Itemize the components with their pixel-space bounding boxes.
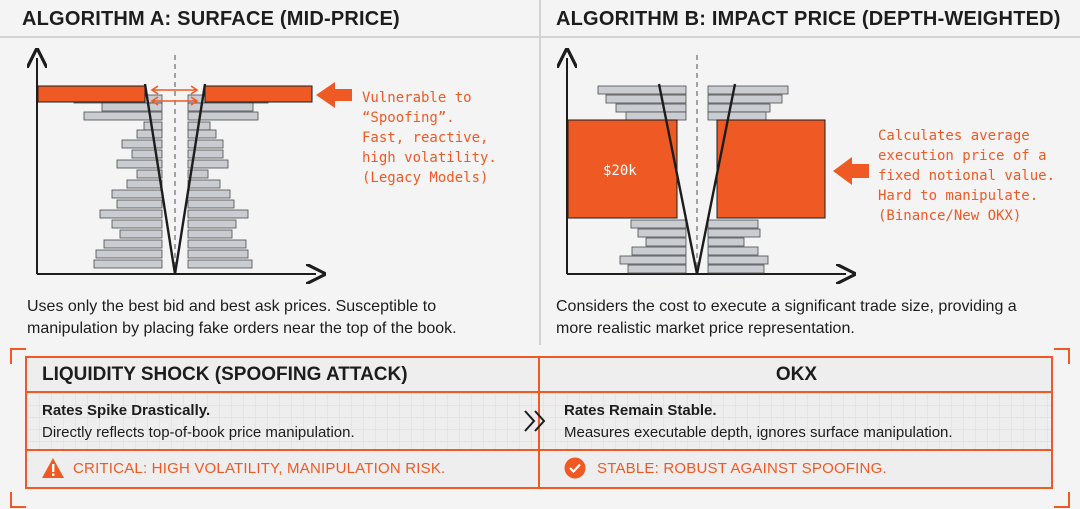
order-b-bid-bar [605, 94, 687, 104]
order-bid-bar [126, 179, 163, 189]
order-b-ask-bar [707, 246, 759, 256]
order-bid-bar [119, 229, 163, 239]
right-row-title: Rates Remain Stable. [564, 402, 717, 419]
order-ask-bar [187, 179, 221, 189]
order-bid-bar [121, 139, 163, 149]
panel-impact-price: ALGORITHM B: IMPACT PRICE (DEPTH-WEIGHTE… [541, 0, 1080, 345]
order-b-bid-bar [619, 255, 687, 265]
order-book-diagram-a [0, 0, 352, 345]
left-row-title: Rates Spike Drastically. [42, 402, 211, 419]
status-separator [25, 449, 1053, 451]
order-b-bid-bar [627, 264, 687, 274]
order-b-bid-bar [597, 85, 687, 95]
panel-a-title: ALGORITHM A: SURFACE (MID-PRICE) [0, 0, 539, 38]
order-ask-bar [187, 189, 231, 199]
comparison-table: LIQUIDITY SHOCK (SPOOFING ATTACK) OKX Ra… [25, 356, 1053, 489]
order-bid-bar [95, 249, 163, 259]
panel-surface-mid-price: ALGORITHM A: SURFACE (MID-PRICE) Vulnera… [0, 0, 539, 345]
spread-arrows [150, 85, 199, 106]
order-ask-bar [187, 102, 254, 112]
order-book-bars-b [597, 85, 789, 274]
order-ask-bar [187, 259, 253, 269]
corner-bracket-tr [1054, 348, 1070, 364]
order-bid-bar [116, 159, 163, 169]
order-bid-bar [83, 111, 163, 121]
left-row-sub: Directly reflects top-of-book price mani… [42, 424, 355, 441]
order-bid-bar [103, 239, 163, 249]
spoofing-note: Vulnerable to “Spoofing”. Fast, reactive… [362, 90, 497, 186]
order-b-ask-bar [707, 264, 765, 274]
depth-label: $20k [603, 163, 637, 179]
bid-slope-line [143, 83, 177, 275]
order-bid-bar [111, 189, 163, 199]
order-book-diagram-b: $20k [541, 0, 869, 345]
corner-bracket-bl [10, 492, 26, 508]
order-b-ask-bar [707, 85, 789, 95]
left-header: LIQUIDITY SHOCK (SPOOFING ATTACK) [42, 364, 408, 385]
order-ask-bar [187, 249, 249, 259]
order-b-ask-bar [707, 219, 759, 229]
impact-depth-ask-block [716, 119, 826, 219]
order-bid-bar [116, 199, 163, 209]
order-ask-bar [187, 169, 209, 179]
order-b-bid-bar [630, 219, 687, 229]
order-b-bid-bar [631, 246, 687, 256]
corner-bracket-tl [10, 348, 26, 364]
warning-triangle-icon [42, 458, 64, 478]
order-bid-bar [136, 169, 163, 179]
order-b-ask-bar [707, 111, 767, 121]
panel-b-description: Considers the cost to execute a signific… [556, 298, 1017, 337]
right-header: OKX [775, 364, 818, 385]
order-b-bid-bar [625, 111, 687, 121]
order-ask-bar [187, 229, 233, 239]
order-b-bid-bar [645, 237, 687, 247]
order-b-bid-bar [637, 228, 687, 238]
order-ask-bar [187, 159, 229, 169]
order-bid-bar [99, 209, 163, 219]
left-status: CRITICAL: HIGH VOLATILITY, MANIPULATION … [73, 460, 446, 477]
order-ask-bar [187, 139, 224, 149]
order-ask-bar [187, 239, 247, 249]
order-b-bid-bar [615, 103, 687, 113]
comparison-border [25, 356, 1053, 489]
panel-divider [539, 0, 541, 345]
comparison-divider [538, 356, 540, 489]
panel-b-title: ALGORITHM B: IMPACT PRICE (DEPTH-WEIGHTE… [541, 0, 1080, 38]
check-circle-icon [564, 457, 586, 479]
impact-note: Calculates average execution price of a … [878, 128, 1056, 224]
order-ask-bar [187, 111, 259, 121]
right-row-sub: Measures executable depth, ignores surfa… [564, 424, 953, 441]
order-b-ask-bar [707, 237, 745, 247]
order-bid-bar [111, 219, 163, 229]
ask-slope-line-b [695, 83, 737, 275]
spoof-ask-bar [204, 85, 313, 103]
order-b-ask-bar [707, 255, 769, 265]
pointer-arrow-b [833, 157, 869, 185]
order-bid-bar [131, 149, 163, 159]
bid-slope-line-b [657, 83, 699, 275]
order-ask-bar [187, 199, 235, 209]
ask-slope-line [173, 83, 207, 275]
order-bid-bar [136, 129, 163, 139]
order-ask-bar [187, 209, 249, 219]
order-bid-bar [101, 102, 163, 112]
order-ask-bar [187, 129, 217, 139]
order-b-ask-bar [707, 228, 761, 238]
right-status: STABLE: ROBUST AGAINST SPOOFING. [597, 460, 887, 477]
order-b-ask-bar [707, 94, 783, 104]
spoof-bid-bar [37, 85, 146, 103]
order-ask-bar [187, 219, 237, 229]
pointer-arrow-a [316, 82, 352, 108]
order-bid-bar [93, 259, 163, 269]
order-ask-bar [187, 149, 224, 159]
corner-bracket-br [1054, 492, 1070, 508]
order-b-ask-bar [707, 103, 771, 113]
panel-a-description: Uses only the best bid and best ask pric… [27, 298, 457, 337]
double-chevron-right-icon [524, 410, 546, 432]
impact-depth-bid-block [567, 119, 678, 219]
